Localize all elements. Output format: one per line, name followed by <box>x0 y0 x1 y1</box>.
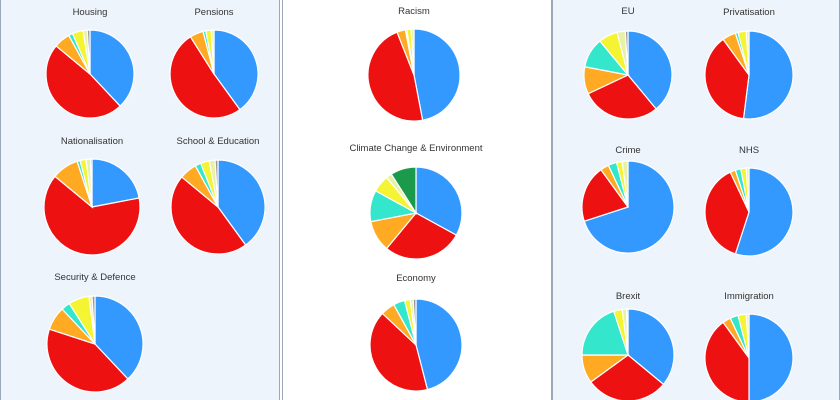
pie-slice-gray <box>89 158 93 208</box>
chart-title: Pensions <box>194 7 233 18</box>
pie-slice-gray <box>86 29 91 75</box>
chart-title: Climate Change & Environment <box>349 143 482 154</box>
chart-title: Racism <box>398 6 430 17</box>
pie-housing: Housing <box>45 7 135 119</box>
pie-slice-blue <box>627 308 675 386</box>
pie-slice-red <box>704 38 750 120</box>
chart-title: Crime <box>615 145 640 156</box>
pie-slice-pale <box>745 313 750 359</box>
pie-slice-red <box>589 354 665 400</box>
pie-slice-red <box>369 312 429 392</box>
pie-slice-red <box>385 212 458 260</box>
chart-title: Housing <box>73 7 108 18</box>
pie-slice-red <box>46 328 129 393</box>
pie-slice-red <box>704 321 750 400</box>
pie-slice-pale <box>210 29 215 75</box>
pie-slice-blue <box>413 28 461 121</box>
chart-title: Economy <box>396 273 436 284</box>
pie-slice-blue <box>94 295 144 380</box>
pie-slice-blue <box>217 159 266 246</box>
chart-title: Privatisation <box>723 7 775 18</box>
pie-brexit: Brexit <box>581 291 675 400</box>
pie-slice-red <box>43 175 141 256</box>
pie-slice-blue <box>91 158 140 208</box>
pie-slice-gray <box>624 30 629 76</box>
chart-title: NHS <box>739 145 759 156</box>
chart-title: Immigration <box>724 291 774 302</box>
pie-slice-red <box>45 45 121 119</box>
pie-security-and-defence: Security & Defence <box>46 272 144 393</box>
chart-title: Security & Defence <box>54 272 135 283</box>
pie-school-and-education: School & Education <box>170 136 266 255</box>
pie-slice-teal <box>581 310 629 356</box>
pie-slice-red <box>367 31 424 122</box>
pie-slice-blue <box>627 30 673 110</box>
pie-slice-green <box>390 166 417 216</box>
pie-climate-change-and-environment: Climate Change & Environment <box>349 143 483 260</box>
pie-slice-blue <box>742 30 794 120</box>
pie-slice-pale <box>621 160 629 208</box>
pie-racism: Racism <box>367 6 461 122</box>
pie-slice-pale <box>745 30 750 76</box>
pie-slice-pale <box>410 28 415 76</box>
pie-crime: Crime <box>581 145 675 254</box>
pie-slice-red <box>169 36 241 119</box>
pie-slice-blue <box>213 29 259 111</box>
pie-immigration: Immigration <box>704 291 794 400</box>
pie-slice-gray <box>625 308 629 356</box>
pie-slice-red <box>704 171 750 255</box>
chart-title: EU <box>621 6 634 17</box>
pie-slice-red <box>170 176 247 255</box>
pie-slice-blue <box>89 29 135 107</box>
pie-eu: EU <box>583 6 673 120</box>
pie-nationalisation: Nationalisation <box>43 136 141 256</box>
pie-pensions: Pensions <box>169 7 259 119</box>
chart-title: Brexit <box>616 291 641 302</box>
pie-privatisation: Privatisation <box>704 7 794 120</box>
pie-nhs: NHS <box>704 145 794 257</box>
pie-slice-gray <box>412 298 417 346</box>
pie-slice-red <box>581 168 629 222</box>
pie-slice-gray <box>91 295 96 345</box>
pie-slice-blue <box>415 166 463 236</box>
pie-economy: Economy <box>369 273 463 392</box>
pie-slice-blue <box>734 167 794 257</box>
pie-slice-blue <box>415 298 463 391</box>
pie-slice-blue <box>583 160 675 254</box>
pie-slice-gray <box>214 159 219 208</box>
pie-slice-blue <box>748 313 794 400</box>
pie-slice-pale <box>745 167 750 213</box>
chart-title: School & Education <box>177 136 260 147</box>
chart-title: Nationalisation <box>61 136 123 147</box>
